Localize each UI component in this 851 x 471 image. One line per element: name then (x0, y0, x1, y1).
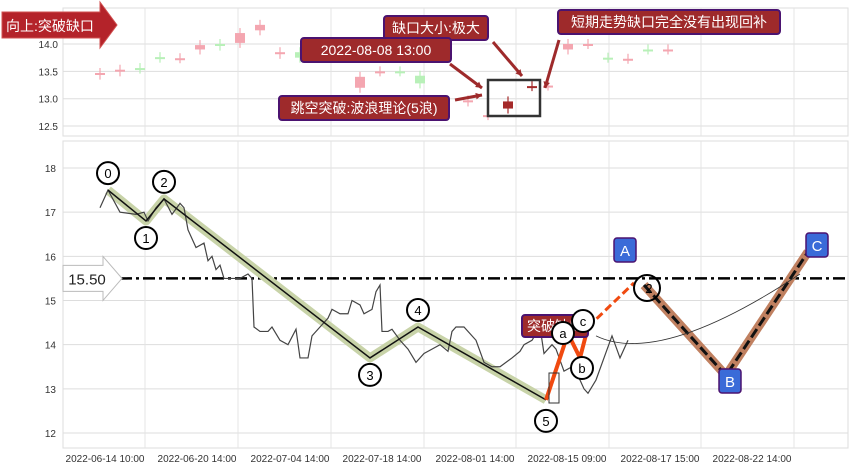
arrow-head (475, 92, 482, 100)
price-line (99, 188, 629, 395)
candle (583, 44, 593, 46)
candle (255, 24, 265, 31)
abc-wave-line (544, 326, 590, 401)
candle (603, 57, 613, 60)
wave-band (105, 186, 549, 404)
projection-label: C (812, 238, 823, 255)
arrow-head (475, 81, 482, 88)
abc-point-label-circle (571, 309, 595, 333)
y-tick-label: 13 (45, 385, 57, 396)
wave-point-label: 4 (414, 303, 421, 318)
wave-point-label-circle (406, 298, 430, 323)
candle (275, 52, 285, 55)
gap-size-callout: 缺口大小:极大 (392, 20, 480, 36)
candle (643, 49, 653, 52)
x-tick-label: 2022-08-15 09:00 (528, 454, 607, 465)
arrow (491, 41, 524, 77)
y-tick-label: 14.0 (39, 40, 59, 51)
arc-line (595, 273, 801, 344)
not-filled-callout: 短期走势缺口完全没有出现回补 (571, 14, 767, 30)
datetime-callout-bg (300, 37, 452, 63)
candle (115, 69, 125, 72)
candle (527, 86, 537, 89)
candle (623, 58, 633, 61)
wave-point-label-circle (96, 161, 120, 186)
candle (503, 101, 513, 109)
candle (195, 45, 205, 50)
abc-point-label: c (580, 314, 587, 329)
wave-point-label: 0 (104, 166, 111, 181)
y-tick-label: 12.5 (39, 122, 59, 133)
x-tick-label: 2022-08-17 15:00 (621, 454, 700, 465)
x-tick-label: 2022-08-01 14:00 (436, 454, 515, 465)
resistance-arrow (62, 255, 123, 302)
not-filled-callout-bg (557, 9, 781, 35)
y-tick-label: 18 (45, 164, 57, 175)
wave-point-label: 1 (142, 231, 149, 246)
y-tick-label: 13.0 (39, 95, 59, 106)
x-tick-label: 2022-07-04 14:00 (251, 454, 330, 465)
y-tick-label: 15 (45, 297, 57, 308)
candle (463, 100, 473, 103)
candle (415, 75, 425, 84)
projection-label: B (725, 374, 735, 391)
candle (355, 76, 365, 88)
arrow (543, 39, 561, 89)
wave-point-label-circle (134, 226, 158, 251)
y-tick-label: 17 (45, 208, 57, 219)
projection-line (642, 251, 810, 379)
gap-jump-callout: 跳空突破:波浪理论(5浪) (291, 100, 438, 116)
arrow-head (543, 81, 550, 88)
wave-line (107, 189, 547, 401)
candle (175, 58, 185, 61)
gap-marker-box (548, 372, 560, 404)
x-tick-label: 2022-06-14 10:00 (66, 454, 145, 465)
candle (135, 68, 145, 71)
wave-point-label-circle (358, 362, 382, 387)
x-tick-label: 2022-06-20 14:00 (158, 454, 237, 465)
candle (95, 72, 105, 75)
resistance-label: 15.50 (68, 271, 106, 288)
candle (155, 57, 165, 60)
breakout-up-label: 向上:突破缺口 (6, 18, 94, 34)
projection-box (718, 368, 742, 394)
projection-box (613, 237, 637, 263)
x-tick-label: 2022-07-18 14:00 (343, 454, 422, 465)
y-tick-label: 14 (45, 341, 57, 352)
abc-point-label: a (559, 326, 567, 341)
datetime-callout: 2022-08-08 13:00 (321, 42, 432, 58)
arrow (449, 62, 483, 90)
y-tick-label: 13.5 (39, 67, 59, 78)
candle (563, 44, 573, 50)
main-panel-frame (62, 140, 849, 449)
y-tick-label: 16 (45, 252, 57, 263)
arrow-head (515, 69, 522, 76)
wave-point-label: 2 (160, 175, 167, 190)
projection-dashed-line (586, 281, 636, 329)
circle-2-label: 2 (645, 281, 652, 296)
candle (375, 71, 385, 74)
gap-jump-callout-bg (278, 95, 450, 121)
wave-point-label: 3 (366, 368, 373, 383)
wave-point-label-circle (534, 408, 558, 433)
abc-point-label: b (578, 361, 585, 376)
abc-point-label-circle (551, 321, 575, 345)
projection-label: A (620, 243, 630, 260)
projection-box (805, 232, 829, 258)
circle-2 (633, 274, 661, 302)
abc-point-label-circle (570, 356, 594, 380)
gap-box (486, 78, 542, 118)
candle (395, 71, 405, 74)
candle (543, 85, 553, 88)
candle (215, 44, 225, 46)
candle (235, 33, 245, 43)
y-tick-label: 12 (45, 429, 57, 440)
wave-point-label-circle (152, 169, 176, 194)
top-panel-frame (62, 7, 849, 137)
wave-point-label: 5 (542, 414, 549, 429)
breakout-arrow-shape (1, 0, 118, 50)
candle (663, 49, 673, 52)
x-tick-label: 2022-08-22 14:00 (713, 454, 792, 465)
